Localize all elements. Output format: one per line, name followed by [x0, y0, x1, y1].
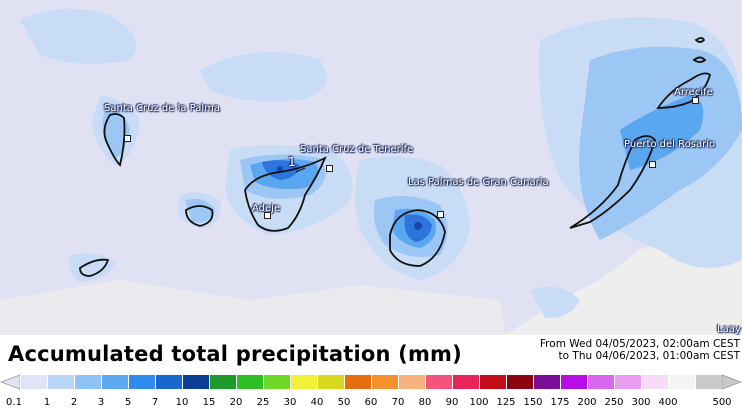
legend-tick-label: 300: [631, 397, 651, 408]
legend-tick-label: 125: [496, 397, 516, 408]
map-layer: [0, 8, 742, 335]
gran-canaria-outline: [389, 209, 446, 267]
legend-swatch: [20, 375, 47, 389]
legend-swatch: [74, 375, 101, 389]
peak-marker-line: [295, 167, 306, 173]
legend-swatch: [317, 375, 344, 389]
legend-tick-label: 40: [310, 397, 324, 408]
legend-swatch: [533, 375, 560, 389]
legend-swatch: [209, 375, 236, 389]
city-label-las-palmas-de-gran-canaria: Las Palmas de Gran Canaria: [408, 177, 549, 188]
fuerteventura-outline: [569, 135, 656, 229]
legend-swatch: [371, 375, 398, 389]
el-hierro-outline: [79, 258, 110, 277]
legend-tick-label: 0.1: [6, 397, 22, 408]
legend-tick-label: 400: [658, 397, 678, 408]
islet-outline: [694, 37, 706, 43]
period-from: From Wed 04/05/2023, 02:00am CEST: [539, 338, 740, 350]
legend-tick-label: 80: [418, 397, 432, 408]
legend-swatch: [344, 375, 371, 389]
island-outlines: [79, 37, 712, 277]
legend-swatch: [128, 375, 155, 389]
legend-tick-label: 1: [43, 397, 51, 408]
islet2-outline: [692, 56, 707, 63]
peak-value-marker: 1: [288, 155, 296, 169]
legend-tick-label: 7: [151, 397, 159, 408]
legend-tick-label: 2: [70, 397, 78, 408]
legend-tick-label: 90: [445, 397, 459, 408]
legend-tick-label: 20: [229, 397, 243, 408]
la-gomera-outline: [185, 205, 214, 227]
city-marker-santa-cruz-de-tenerife[interactable]: [326, 165, 333, 172]
legend-swatch: [560, 375, 587, 389]
legend-swatch: [263, 375, 290, 389]
lanzarote-outline: [656, 72, 712, 109]
legend-right-arrow-icon: [721, 374, 742, 390]
legend-tick-label: 70: [391, 397, 405, 408]
peak-precip: [277, 166, 422, 230]
legend-swatch: [614, 375, 641, 389]
legend-tick-label: 175: [550, 397, 570, 408]
legend-tick-label: 3: [97, 397, 105, 408]
legend-tick-label: 15: [202, 397, 216, 408]
land-lower-left: [0, 280, 505, 335]
city-marker-adeje[interactable]: [264, 212, 271, 219]
legend-tick-label: 10: [175, 397, 189, 408]
precipitation-legend: [0, 372, 742, 392]
legend-swatch: [452, 375, 479, 389]
legend-tick-label: 50: [337, 397, 351, 408]
legend-swatch: [641, 375, 668, 389]
forecast-period: From Wed 04/05/2023, 02:00am CEST to Thu…: [540, 338, 740, 362]
city-marker-arrecife[interactable]: [692, 97, 699, 104]
city-marker-santa-cruz-de-la-palma[interactable]: [124, 135, 131, 142]
legend-swatch: [506, 375, 533, 389]
legend-swatch: [479, 375, 506, 389]
city-marker-las-palmas-de-gran-canaria[interactable]: [437, 211, 444, 218]
legend-swatch: [587, 375, 614, 389]
city-label-adeje: Adeje: [252, 203, 281, 214]
city-label-santa-cruz-de-tenerife: Santa Cruz de Tenerife: [300, 144, 414, 155]
legend-tick-label: 250: [604, 397, 624, 408]
legend-tick-label: 200: [577, 397, 597, 408]
legend-tick-label: 30: [283, 397, 297, 408]
legend-swatch: [290, 375, 317, 389]
map-title: Accumulated total precipitation (mm): [8, 342, 462, 366]
legend-tick-label: 25: [256, 397, 270, 408]
city-marker-puerto-del-rosario[interactable]: [649, 161, 656, 168]
period-to: to Thu 04/06/2023, 01:00am CEST: [558, 350, 740, 362]
la-palma-outline: [103, 113, 126, 167]
legend-left-arrow-icon: [0, 374, 21, 390]
legend-tick-label: 500: [712, 397, 732, 408]
legend-swatch: [398, 375, 425, 389]
legend-swatch: [695, 375, 722, 389]
city-label-santa-cruz-de-la-palma: Santa Cruz de la Palma: [104, 103, 221, 114]
legend-tick-label: 5: [124, 397, 132, 408]
legend-swatch: [182, 375, 209, 389]
legend-tick-label: 100: [469, 397, 489, 408]
city-label-arrecife: Arrecife: [674, 87, 713, 98]
tenerife-outline: [244, 156, 327, 232]
legend-tick-label: 60: [364, 397, 378, 408]
legend-swatch: [425, 375, 452, 389]
city-label-laayoune: Laay: [717, 324, 741, 335]
legend-swatch: [155, 375, 182, 389]
legend-swatch: [101, 375, 128, 389]
legend-swatch: [236, 375, 263, 389]
map-footer: Accumulated total precipitation (mm) Fro…: [0, 335, 742, 417]
precipitation-map[interactable]: Santa Cruz de la Palma Santa Cruz de Ten…: [0, 0, 742, 335]
legend-swatch: [668, 375, 695, 389]
legend-swatch: [47, 375, 74, 389]
legend-tick-label: 150: [523, 397, 543, 408]
city-label-puerto-del-rosario: Puerto del Rosario: [624, 139, 716, 150]
